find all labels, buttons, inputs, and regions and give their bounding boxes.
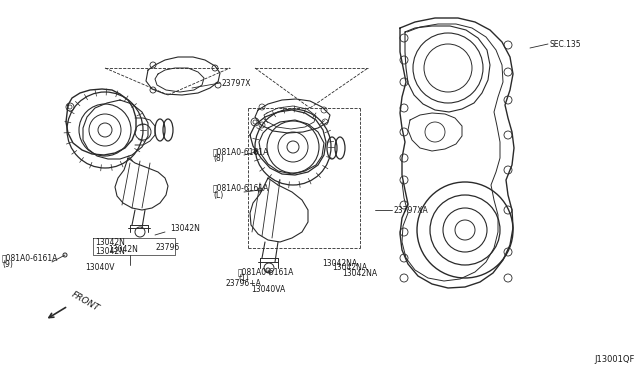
Text: 13042NA: 13042NA (322, 259, 357, 267)
Text: 23797XA: 23797XA (394, 205, 429, 215)
Text: (L): (L) (213, 190, 223, 199)
Text: 13040V: 13040V (85, 263, 115, 273)
Text: SEC.135: SEC.135 (550, 39, 582, 48)
Text: 13042NA: 13042NA (332, 263, 367, 273)
Text: 13040VA: 13040VA (251, 285, 285, 295)
Text: 23796: 23796 (155, 244, 179, 253)
Text: ⑬081A0-6161A: ⑬081A0-6161A (2, 253, 58, 263)
Text: FRONT: FRONT (70, 291, 101, 314)
Text: 23796+A: 23796+A (225, 279, 261, 288)
Text: (1): (1) (238, 273, 249, 282)
Text: ⑬081A0-6161A: ⑬081A0-6161A (213, 148, 269, 157)
Text: 13042NA: 13042NA (342, 269, 377, 278)
Text: (8): (8) (213, 154, 224, 163)
Text: 13042N: 13042N (170, 224, 200, 232)
Text: 13042N: 13042N (95, 237, 125, 247)
Text: 23797X: 23797X (222, 78, 252, 87)
Text: ⑬081A0-6161A: ⑬081A0-6161A (213, 183, 269, 192)
Text: 13042N: 13042N (108, 244, 138, 253)
Text: ⑬081A0-6161A: ⑬081A0-6161A (238, 267, 294, 276)
Text: (9): (9) (2, 260, 13, 269)
Text: J13001QF: J13001QF (595, 356, 635, 365)
Text: 13042N: 13042N (95, 247, 125, 257)
